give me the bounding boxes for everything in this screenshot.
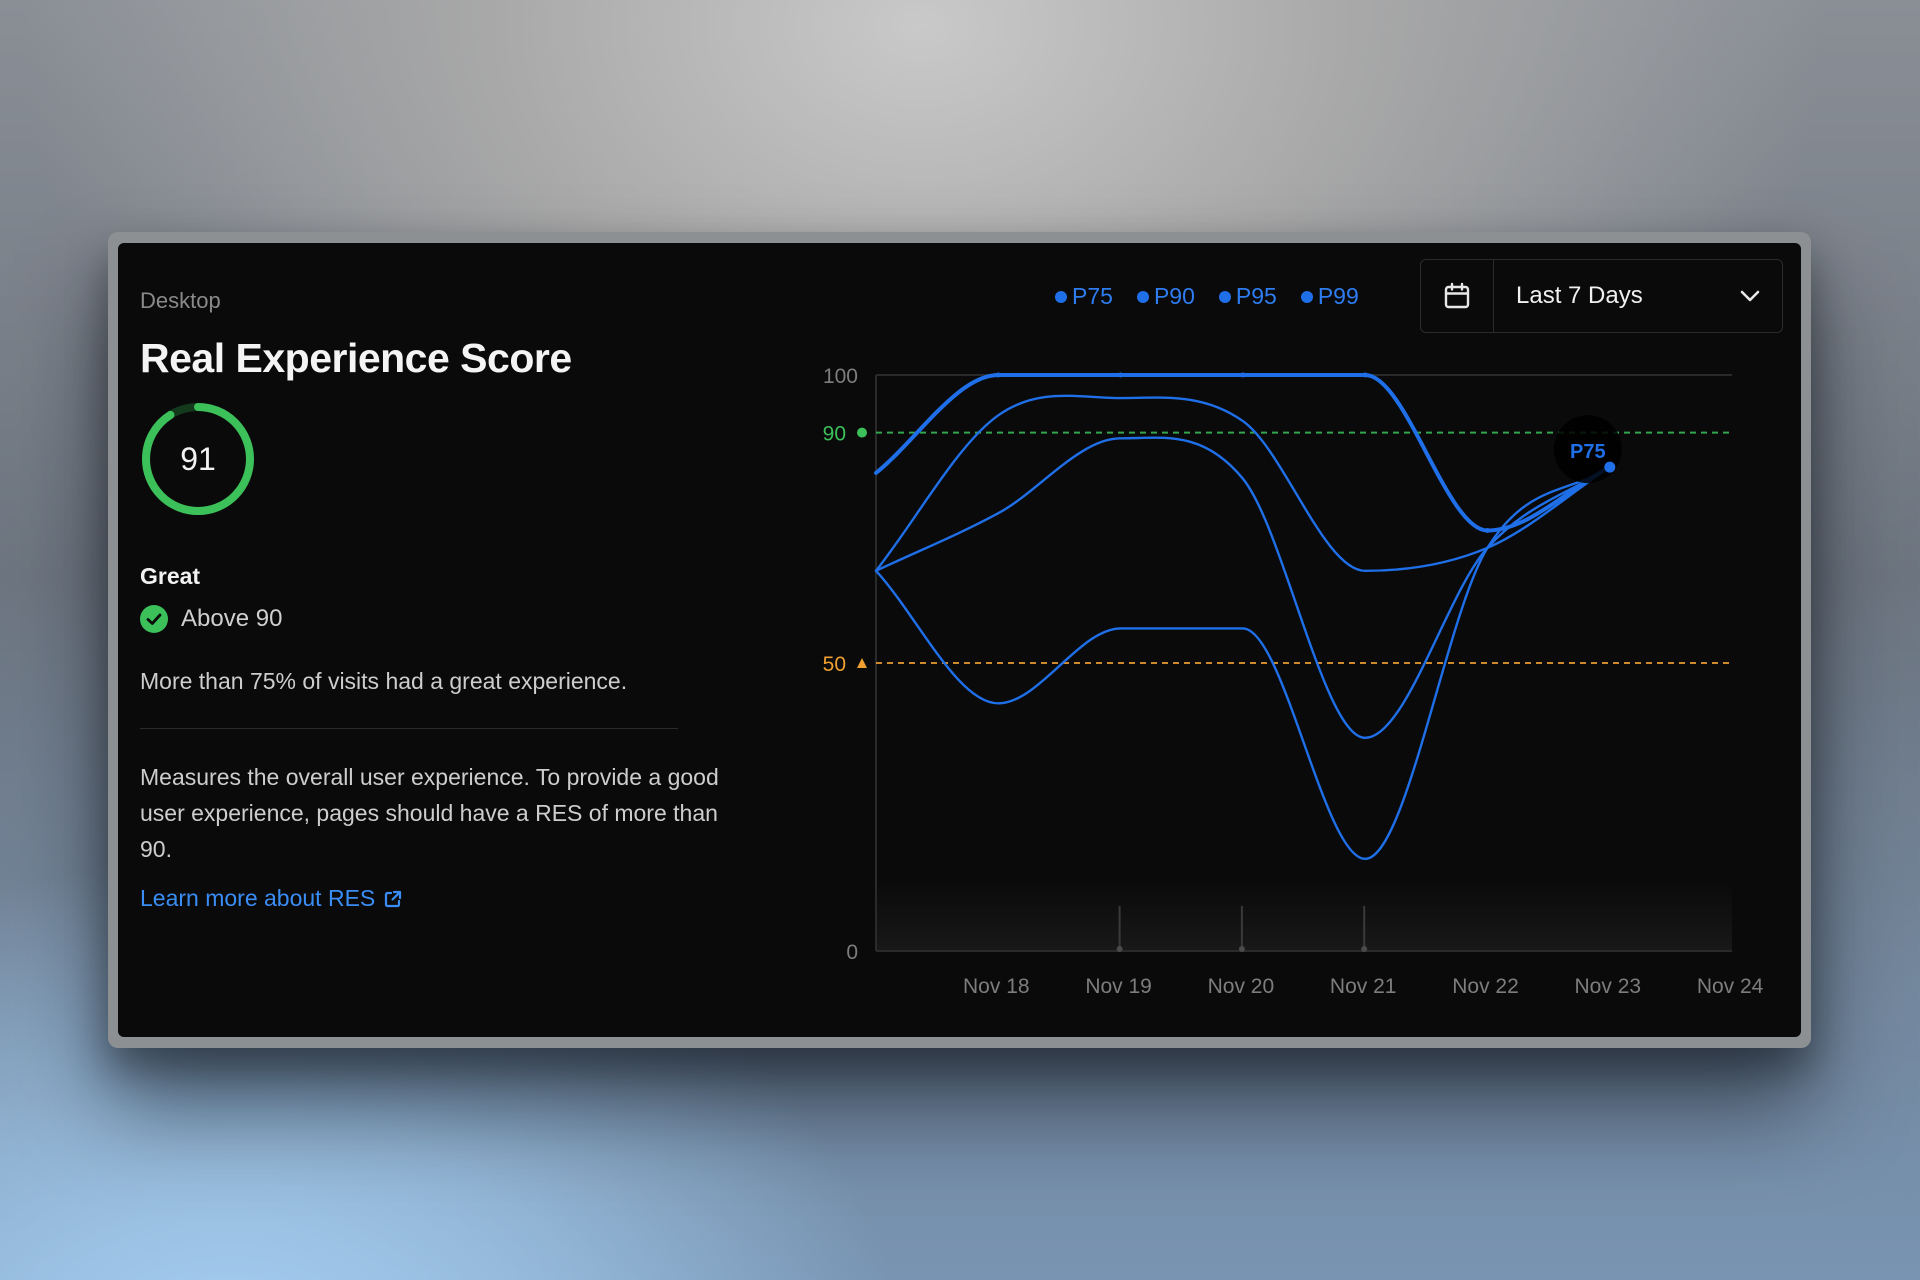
- series-line-p99: [874, 465, 1611, 861]
- series-point-p75: [1240, 372, 1246, 378]
- chart-legend: P75 P90 P95 P99: [1055, 283, 1359, 310]
- legend-dot: [1055, 290, 1067, 303]
- score-panel: Desktop Real Experience Score 91 Great A…: [140, 243, 760, 1037]
- legend-item-p99[interactable]: P99: [1300, 283, 1359, 310]
- summary-text: More than 75% of visits had a great expe…: [140, 668, 628, 694]
- legend-label: P95: [1235, 283, 1277, 309]
- series-line-p95: [874, 436, 1611, 740]
- legend-dot: [1218, 290, 1231, 303]
- legend-label: P75: [1072, 283, 1113, 309]
- chevron-down-icon: [1740, 290, 1760, 302]
- x-tick-label: Nov 20: [1208, 975, 1275, 998]
- x-tick-label: Nov 23: [1575, 975, 1642, 998]
- y-tick-label: 100: [823, 365, 858, 388]
- series-line-p90: [874, 394, 1611, 573]
- event-marker-dot: [1116, 946, 1123, 952]
- res-card: Desktop Real Experience Score 91 Great A…: [118, 243, 1801, 1037]
- poor-threshold-triangle: [857, 658, 867, 668]
- calendar-button[interactable]: [1421, 260, 1494, 332]
- x-tick-label: Nov 24: [1697, 975, 1764, 998]
- legend-dot: [1300, 290, 1313, 303]
- series-point-p75: [1485, 528, 1490, 534]
- threshold-label-50: 50: [823, 653, 846, 676]
- good-threshold-dot: [857, 427, 867, 438]
- threshold-status: Above 90: [140, 605, 282, 633]
- device-label: Desktop: [140, 288, 221, 313]
- page-title: Real Experience Score: [140, 335, 572, 381]
- x-tick-label: Nov 18: [963, 975, 1030, 998]
- description-text: Measures the overall user experience. To…: [140, 764, 719, 862]
- tooltip-point: [1604, 461, 1616, 473]
- legend-item-p95[interactable]: P95: [1218, 283, 1277, 310]
- x-tick-label: Nov 21: [1330, 975, 1397, 998]
- date-range-select[interactable]: Last 7 Days: [1494, 260, 1782, 332]
- series-point-p75: [995, 372, 1001, 378]
- series-line-p75: [874, 373, 1612, 533]
- calendar-icon: [1444, 282, 1470, 309]
- plot-fade: [876, 881, 1732, 951]
- y-tick-label: 0: [846, 941, 858, 964]
- res-line-chart: 0 100 90 50 Nov 18 Nov 19 Nov 20 Nov 21 Nov 22 No…: [823, 365, 1764, 998]
- legend-item-p75[interactable]: P75: [1055, 283, 1113, 310]
- rating-label: Great: [140, 563, 201, 589]
- event-marker-dot: [1361, 946, 1368, 952]
- legend-label: P90: [1153, 283, 1195, 309]
- divider: [140, 728, 678, 729]
- tooltip-label: P75: [1570, 441, 1606, 463]
- x-tick-label: Nov 19: [1085, 975, 1152, 998]
- series-point-p75: [1362, 372, 1368, 378]
- legend-item-p90[interactable]: P90: [1136, 283, 1195, 310]
- series-point-p75: [1118, 372, 1124, 378]
- legend-dot: [1136, 290, 1149, 303]
- learn-more-link[interactable]: Learn more about RES: [140, 885, 403, 912]
- check-circle-icon: [140, 605, 168, 633]
- threshold-label-90: 90: [823, 423, 846, 446]
- date-range-label: Last 7 Days: [1516, 282, 1643, 309]
- event-marker-dot: [1238, 946, 1245, 952]
- external-link-icon: [385, 890, 402, 907]
- x-tick-label: Nov 22: [1452, 975, 1519, 998]
- legend-label: P99: [1317, 283, 1359, 309]
- date-range-picker: Last 7 Days: [1420, 259, 1783, 333]
- threshold-text: Above 90: [181, 605, 283, 632]
- score-value: 91: [180, 441, 216, 477]
- score-gauge: [142, 403, 254, 515]
- learn-more-label: Learn more about RES: [140, 885, 376, 911]
